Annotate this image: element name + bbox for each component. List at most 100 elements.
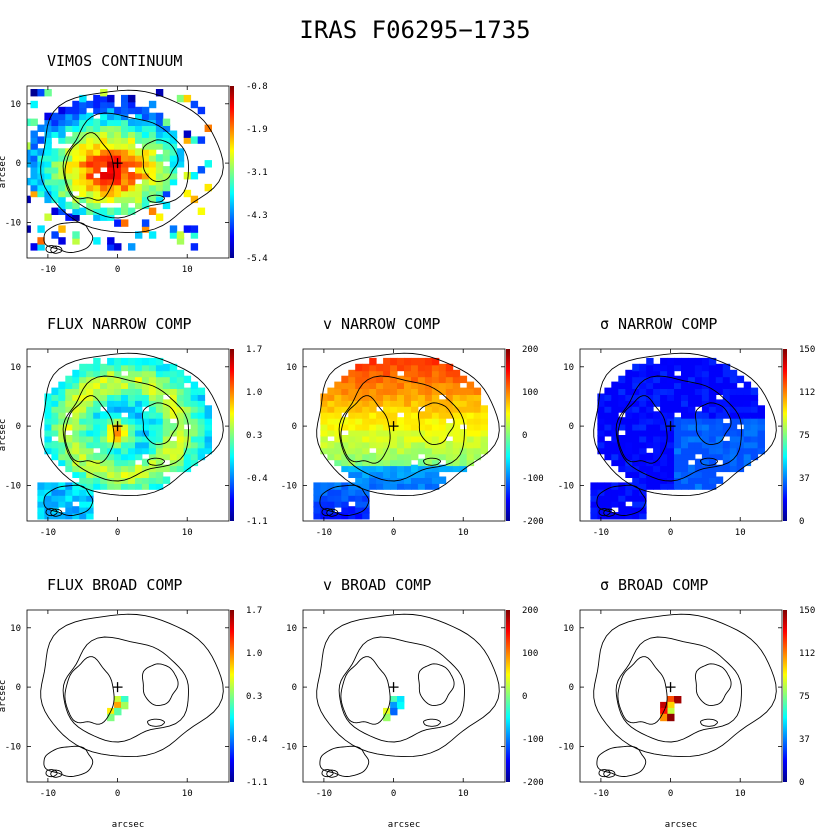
panel-title: VIMOS CONTINUUM xyxy=(47,52,182,70)
contour xyxy=(423,457,441,466)
data-pixel xyxy=(397,696,405,704)
contour xyxy=(340,395,391,464)
contour xyxy=(319,745,370,777)
nucleus-marker xyxy=(112,158,123,169)
contour xyxy=(141,402,179,445)
x-tick-label: 0 xyxy=(668,789,673,799)
colorbar-tick-label: 150 xyxy=(799,345,815,355)
x-tick-label: -10 xyxy=(40,789,56,799)
panel-vimos-continuum: VIMOS CONTINUUM -10 0 10 10 0 -10 arcsec -0.8 -1.… xyxy=(0,52,268,275)
colorbar-tick-label: -0.8 xyxy=(246,82,268,92)
x-tick-label: 10 xyxy=(182,265,193,275)
x-tick-label: -10 xyxy=(593,528,609,538)
panel-title: FLUX BROAD COMP xyxy=(47,576,182,594)
x-axis-label: arcsec xyxy=(388,820,421,830)
contour xyxy=(316,352,500,497)
y-tick-label: -10 xyxy=(5,218,21,228)
colorbar-tick-label: 1.7 xyxy=(246,345,262,355)
x-tick-label: 0 xyxy=(115,528,120,538)
contour xyxy=(43,484,94,516)
plot-frame xyxy=(26,348,230,522)
colorbar-tick-label: -1.9 xyxy=(246,125,268,135)
data-pixel xyxy=(114,707,122,716)
panel-sigma-broad: σ BROAD COMP -10 0 10 10 0 -10 arcsec 150 112 75 37… xyxy=(558,576,816,830)
y-tick-label: 0 xyxy=(292,422,297,432)
contour xyxy=(40,89,224,234)
colorbar-tick-label: -0.4 xyxy=(246,735,268,745)
contour xyxy=(316,613,500,758)
x-axis-label: arcsec xyxy=(112,820,145,830)
contour xyxy=(617,395,668,464)
x-tick-label: 0 xyxy=(115,265,120,275)
panel-title: σ NARROW COMP xyxy=(600,315,717,333)
colorbar-tick-label: 0 xyxy=(522,692,527,702)
y-tick-label: -10 xyxy=(5,742,21,752)
colorbar-tick-label: -1.1 xyxy=(246,517,268,527)
y-tick-label: 10 xyxy=(10,624,21,634)
panel-title: v BROAD COMP xyxy=(323,576,431,594)
colorbar-tick-label: 0 xyxy=(522,431,527,441)
colorbar xyxy=(230,86,234,258)
colorbar-tick-label: 1.0 xyxy=(246,649,262,659)
map-field xyxy=(590,352,777,520)
data-pixel xyxy=(674,696,682,704)
colorbar-tick-label: 150 xyxy=(799,606,815,616)
data-pixel xyxy=(667,707,675,716)
panel-v-broad: v BROAD COMP-10 0 10100-10arcsec2001000-10… xyxy=(281,576,544,830)
y-tick-label: -10 xyxy=(5,481,21,491)
map-field xyxy=(40,613,224,778)
colorbar-tick-label: 0 xyxy=(799,778,804,788)
contour xyxy=(147,194,165,203)
colorbar-tick-label: -3.1 xyxy=(246,168,268,178)
plot-frame xyxy=(579,609,783,783)
colorbar-tick-label: -5.4 xyxy=(246,254,268,264)
nucleus-marker xyxy=(112,682,123,693)
contour xyxy=(603,769,616,778)
contour xyxy=(141,139,179,182)
x-tick-label: 10 xyxy=(735,789,746,799)
panel-sigma-narrow: σ NARROW COMP -10 0 10 10 0 -10 150 112 75 37 0 xyxy=(558,315,816,538)
x-tick-label: 0 xyxy=(668,528,673,538)
contour xyxy=(40,613,224,758)
contour xyxy=(596,745,647,777)
panel-title: FLUX NARROW COMP xyxy=(47,315,192,333)
contour xyxy=(40,352,224,497)
x-tick-label: 0 xyxy=(391,528,396,538)
contour xyxy=(615,375,742,482)
contour xyxy=(141,663,179,706)
colorbar-tick-label: -100 xyxy=(522,474,544,484)
data-pixel xyxy=(107,713,115,722)
colorbar-tick-label: 112 xyxy=(799,649,815,659)
y-tick-label: 0 xyxy=(569,422,574,432)
contour xyxy=(338,636,465,743)
colorbar-tick-label: -0.4 xyxy=(246,474,268,484)
y-tick-label: 10 xyxy=(286,363,297,373)
plot-frame xyxy=(26,85,230,259)
x-axis-label: arcsec xyxy=(665,820,698,830)
colorbar-tick-label: -200 xyxy=(522,778,544,788)
colorbar-tick-label: -4.3 xyxy=(246,211,268,221)
y-tick-label: 0 xyxy=(292,683,297,693)
colorbar-tick-label: 75 xyxy=(799,431,810,441)
contour xyxy=(694,402,732,445)
colorbar-tick-label: -200 xyxy=(522,517,544,527)
colorbar xyxy=(506,349,510,521)
x-tick-label: 10 xyxy=(458,528,469,538)
x-tick-label: 10 xyxy=(735,528,746,538)
colorbar-tick-label: 0 xyxy=(799,517,804,527)
x-tick-label: 0 xyxy=(391,789,396,799)
x-tick-label: 10 xyxy=(182,789,193,799)
nucleus-marker xyxy=(665,682,676,693)
colorbar xyxy=(230,610,234,782)
colorbar-tick-label: 200 xyxy=(522,345,538,355)
y-tick-label: 10 xyxy=(286,624,297,634)
data-pixel xyxy=(667,701,675,710)
colorbar-tick-label: 37 xyxy=(799,735,810,745)
y-tick-label: 10 xyxy=(10,100,21,110)
data-pixel xyxy=(667,696,675,704)
plot-frame xyxy=(302,348,506,522)
contour xyxy=(43,745,94,777)
data-pixel xyxy=(397,701,405,710)
panel-flux-broad: FLUX BROAD COMP -10 0 10 10 0 -10 arcsec arcsec 1… xyxy=(0,576,268,830)
